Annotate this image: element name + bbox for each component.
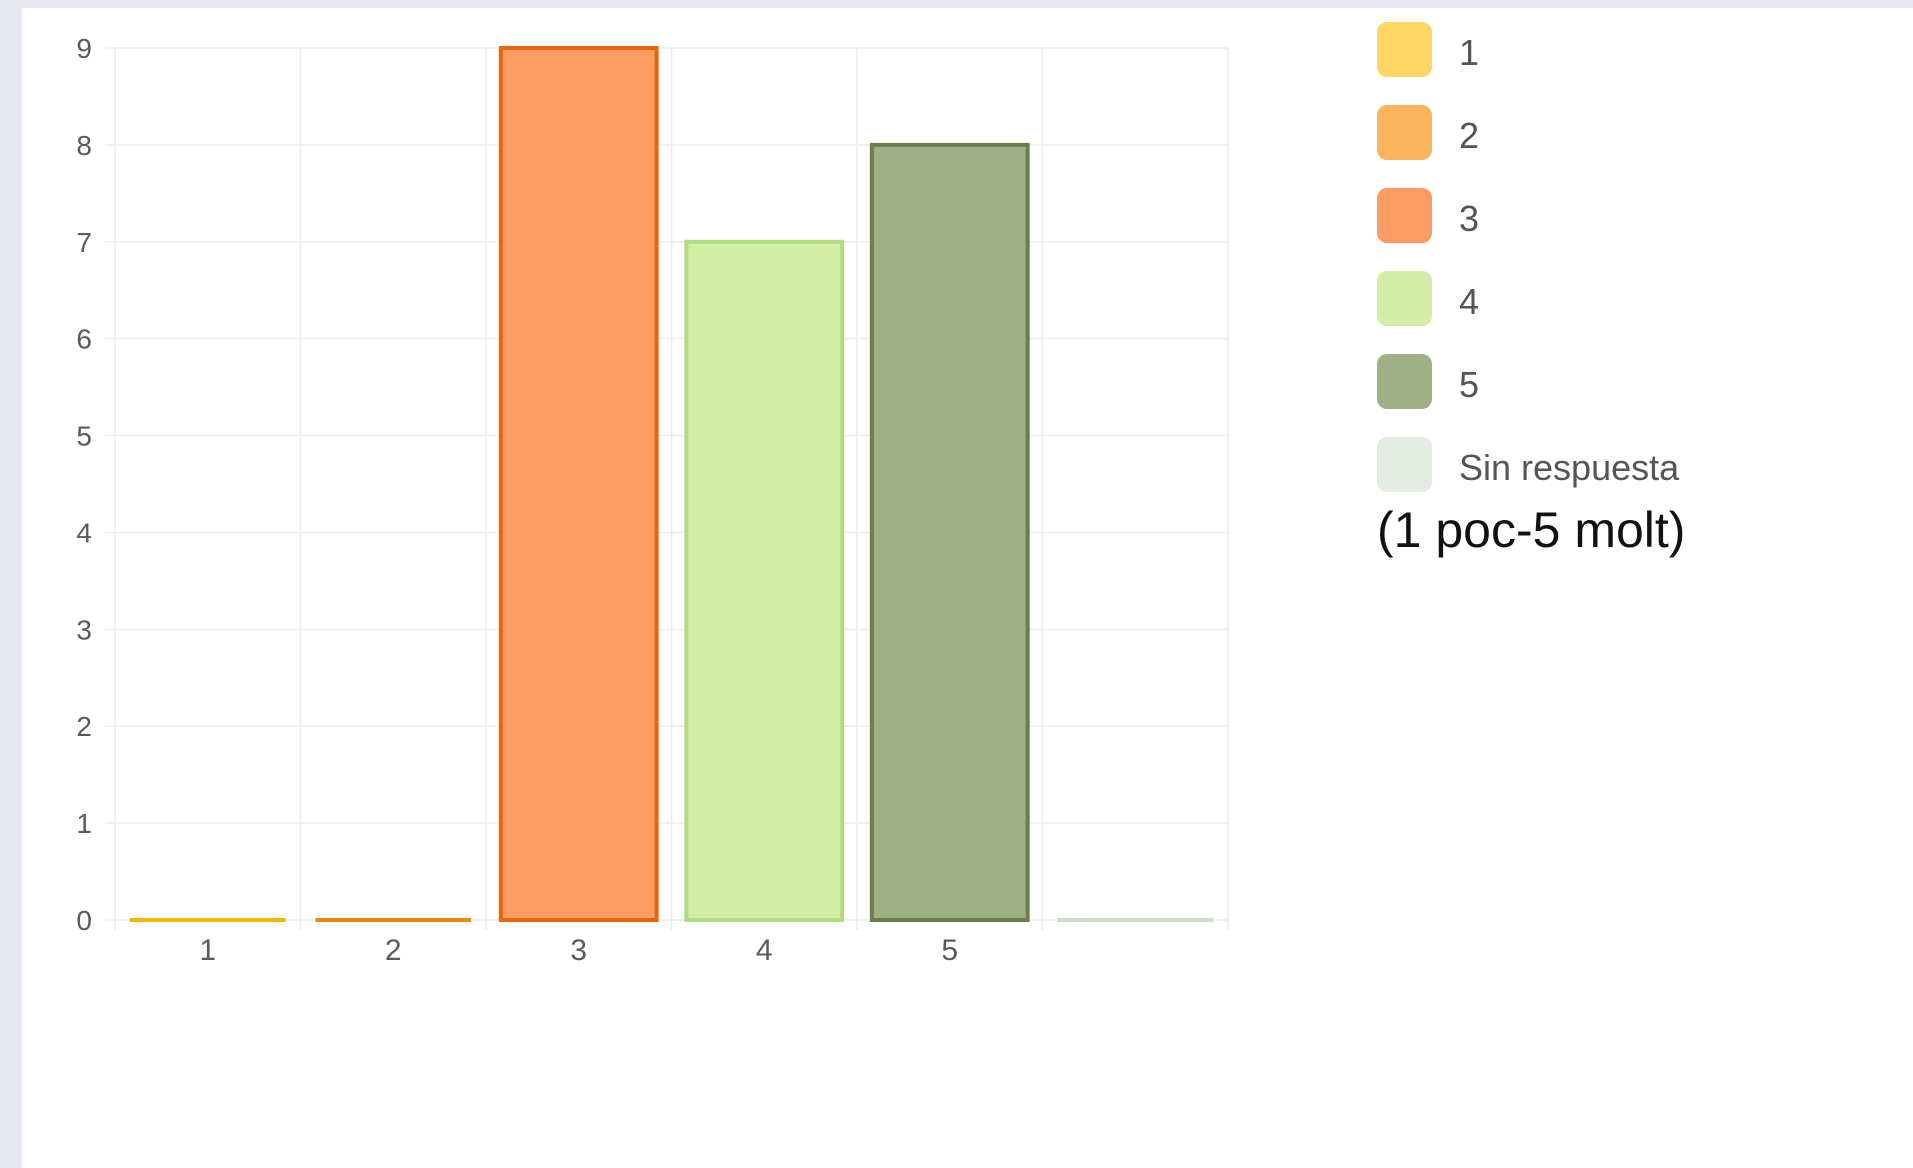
y-tick-label: 1 [76,808,92,839]
y-tick-label: 6 [76,324,92,355]
x-tick-label: 5 [941,934,958,967]
bar [498,46,659,922]
legend-swatch [1377,271,1432,326]
y-tick-label: 4 [76,517,92,548]
y-tick-label: 2 [76,711,92,742]
legend-label: Sin respuesta [1459,447,1680,488]
x-tick-label: 3 [570,934,587,967]
y-tick-label: 3 [76,614,92,645]
legend-label: 4 [1459,281,1480,322]
legend-swatch [1377,105,1432,160]
legend-label: 2 [1459,115,1480,156]
legend-label: 3 [1459,198,1480,239]
legend-label: 1 [1459,32,1480,73]
legend-swatch [1377,188,1432,243]
bar [869,142,1030,922]
bar-chart: 0 1 2 3 4 5 6 7 8 9 1 2 3 4 5 [76,33,1229,967]
x-tick-label: 4 [756,934,773,967]
legend-swatch [1377,437,1432,492]
legend-swatch [1377,22,1432,77]
y-tick-label: 9 [76,33,92,64]
x-tick-label: 1 [199,934,216,967]
scale-note: (1 poc-5 molt) [1377,502,1686,558]
legend-label: 5 [1459,364,1480,405]
y-tick-label: 7 [76,227,92,258]
x-tick-label: 2 [385,934,402,967]
y-tick-label: 0 [76,905,92,936]
y-tick-label: 5 [76,421,92,452]
chart-card: 0 1 2 3 4 5 6 7 8 9 1 2 3 4 5 1 2 3 4 5 Sin respuesta (1 po… [22,8,1913,1168]
legend-swatch [1377,354,1432,409]
bar [684,239,845,922]
y-tick-label: 8 [76,130,92,161]
